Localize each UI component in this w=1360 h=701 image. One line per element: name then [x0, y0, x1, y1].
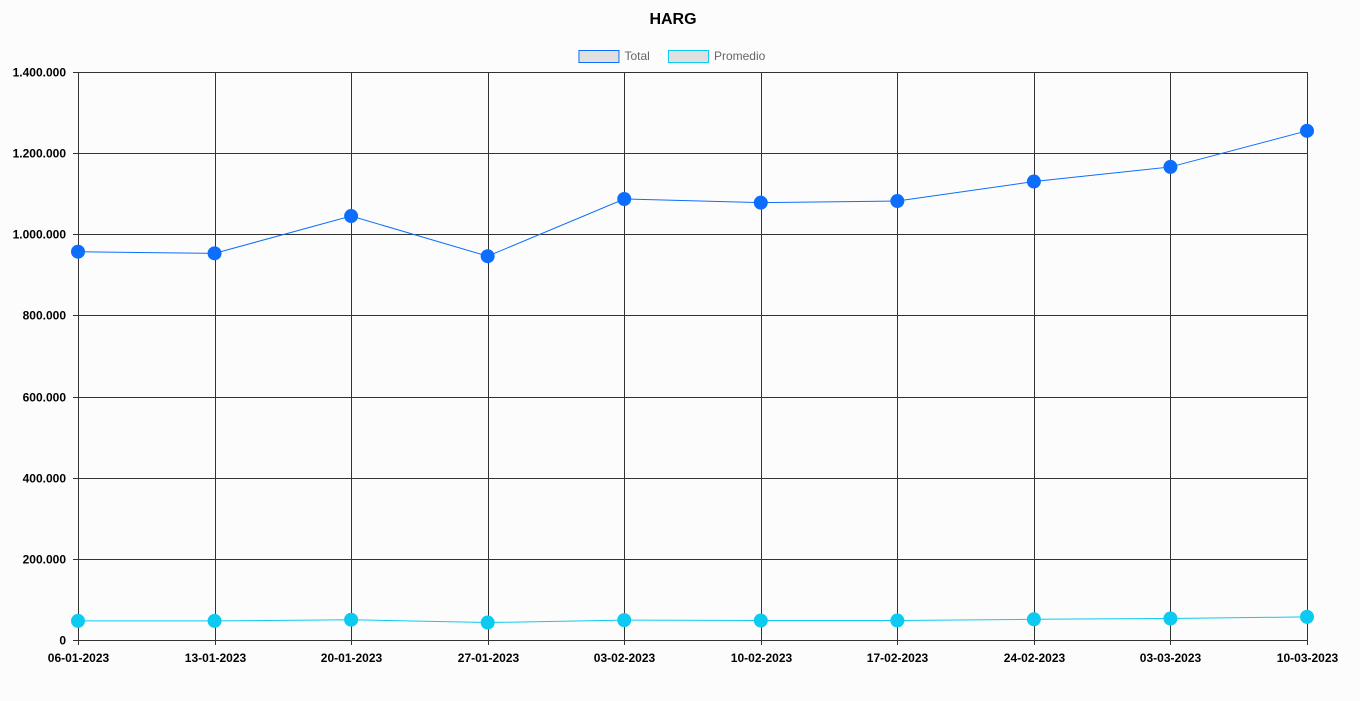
data-point[interactable]: [890, 613, 905, 628]
x-tick-label: 10-02-2023: [731, 651, 793, 665]
data-point[interactable]: [1163, 611, 1178, 626]
data-point[interactable]: [1300, 609, 1314, 624]
chart-title: HARG: [649, 11, 696, 28]
data-point[interactable]: [1026, 612, 1041, 627]
y-tick-label: 1.000.000: [13, 228, 67, 242]
x-tick-label: 13-01-2023: [185, 651, 247, 665]
x-tick-label: 06-01-2023: [48, 651, 110, 665]
data-point[interactable]: [753, 195, 768, 210]
data-point[interactable]: [344, 209, 359, 224]
y-axis: 0 200.000 400.000 600.000 800.000 1.000.000 1.…: [13, 66, 67, 648]
data-point[interactable]: [617, 191, 632, 206]
x-tick-label: 10-03-2023: [1277, 651, 1339, 665]
x-tick-label: 17-02-2023: [867, 651, 929, 665]
x-tick-label: 03-02-2023: [594, 651, 656, 665]
data-point[interactable]: [890, 194, 905, 209]
data-point[interactable]: [207, 613, 222, 628]
y-tick-label: 0: [59, 634, 66, 648]
data-point[interactable]: [480, 615, 495, 630]
x-tick-label: 27-01-2023: [458, 651, 520, 665]
data-point[interactable]: [1163, 159, 1178, 174]
y-tick-label: 800.000: [23, 309, 67, 323]
y-tick-label: 400.000: [23, 472, 67, 486]
data-point[interactable]: [1300, 123, 1314, 138]
y-tick-label: 1.200.000: [13, 147, 67, 161]
legend-label[interactable]: Total: [624, 49, 649, 63]
legend-swatch[interactable]: [578, 50, 620, 63]
legend-label[interactable]: Promedio: [714, 49, 766, 63]
y-tick-label: 1.400.000: [13, 66, 67, 80]
y-tick-label: 200.000: [23, 553, 67, 567]
data-point[interactable]: [753, 613, 768, 628]
data-point[interactable]: [207, 246, 222, 261]
series-line: [78, 616, 1308, 624]
data-point[interactable]: [71, 244, 85, 259]
grid: [73, 72, 1308, 645]
x-tick-label: 20-01-2023: [321, 651, 383, 665]
x-axis: 06-01-2023 13-01-2023 20-01-2023 27-01-2023…: [48, 651, 1339, 665]
series-line: [77, 130, 1308, 257]
x-tick-label: 24-02-2023: [1004, 651, 1066, 665]
legend: Total Promedio: [578, 49, 766, 63]
x-tick-label: 03-03-2023: [1140, 651, 1202, 665]
data-point[interactable]: [344, 612, 359, 627]
data-point[interactable]: [617, 613, 632, 628]
data-point[interactable]: [71, 613, 85, 628]
data-point[interactable]: [480, 249, 495, 264]
data-point[interactable]: [1026, 174, 1041, 189]
legend-swatch[interactable]: [667, 50, 709, 63]
y-tick-label: 600.000: [23, 391, 67, 405]
series-layer: [71, 123, 1314, 630]
